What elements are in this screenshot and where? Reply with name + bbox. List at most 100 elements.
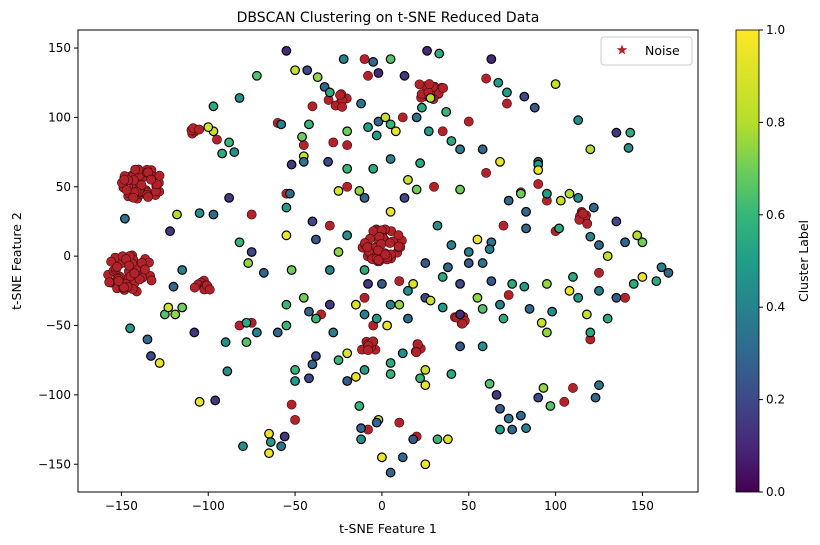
noise-point — [146, 275, 157, 286]
cluster-point — [286, 159, 297, 170]
cluster-point — [663, 267, 674, 278]
cluster-point — [632, 230, 643, 241]
cluster-point — [333, 247, 344, 257]
cluster-point — [125, 323, 136, 334]
cluster-point — [371, 313, 382, 324]
legend-box — [600, 36, 693, 66]
cluster-point — [373, 116, 384, 127]
cluster-point — [542, 327, 552, 338]
cluster-point — [359, 365, 370, 375]
cluster-point — [420, 459, 431, 470]
cluster-point — [446, 136, 457, 146]
noise-point — [324, 220, 335, 231]
noise-point — [363, 345, 374, 356]
cluster-point — [210, 395, 221, 406]
noise-point — [298, 140, 309, 151]
cluster-point — [502, 87, 512, 98]
cluster-point — [420, 365, 431, 375]
cluster-point — [611, 127, 622, 138]
cluster-point — [264, 448, 274, 459]
cluster-point — [446, 369, 457, 379]
cluster-point — [611, 292, 622, 303]
cluster-point — [312, 72, 323, 83]
cluster-point — [311, 351, 321, 361]
noise-point — [414, 79, 425, 90]
cluster-point — [495, 424, 505, 435]
cluster-point — [611, 216, 622, 227]
cluster-point — [420, 258, 431, 268]
noise-point — [481, 73, 492, 84]
cluster-point — [324, 265, 335, 275]
cluster-point — [390, 126, 401, 137]
cluster-point — [503, 195, 514, 206]
y-tick-label: −50 — [46, 319, 71, 333]
cluster-point — [311, 234, 321, 245]
noise-point — [246, 209, 257, 220]
legend: Noise — [600, 36, 693, 66]
y-axis: −150 −100 −50 0 50 100 150 — [38, 41, 78, 471]
x-tick-label: 0 — [378, 499, 386, 513]
cluster-point — [550, 79, 561, 90]
colorbar-ticks: 0.0 0.2 0.4 0.6 0.8 1.0 — [759, 23, 785, 499]
cluster-point — [403, 174, 413, 185]
cluster-point — [350, 371, 361, 382]
cluster-point — [324, 299, 335, 310]
cluster-point — [415, 373, 426, 384]
noise-point — [503, 290, 514, 300]
cluster-point — [385, 119, 396, 130]
noise-point — [286, 399, 297, 410]
cluster-point — [281, 299, 292, 310]
cluster-point — [371, 417, 382, 428]
cluster-point — [304, 306, 314, 317]
plot-frame — [77, 29, 699, 493]
noise-point — [212, 134, 222, 145]
cluster-point — [170, 309, 181, 320]
cluster-point — [585, 231, 596, 242]
cluster-point — [363, 122, 373, 133]
cluster-point — [385, 358, 396, 368]
noise-point — [373, 255, 384, 265]
cluster-point — [415, 158, 426, 169]
cluster-point — [142, 334, 153, 345]
colorbar-tick-label: 0.8 — [766, 115, 785, 129]
cluster-point — [373, 68, 384, 78]
cluster-point — [272, 327, 283, 338]
cluster-point — [208, 101, 219, 112]
cluster-point — [425, 295, 436, 306]
cluster-point — [651, 276, 662, 287]
cluster-point — [656, 262, 667, 273]
cluster-point — [477, 303, 488, 314]
x-axis: −150 −100 −50 0 50 100 150 — [105, 492, 654, 513]
cluster-point — [495, 299, 505, 310]
cluster-point — [203, 122, 214, 133]
cluster-point — [472, 292, 483, 303]
noise-point — [429, 181, 439, 192]
noise-point — [128, 192, 139, 203]
cluster-point — [302, 65, 313, 76]
cluster-point — [356, 423, 366, 434]
cluster-point — [241, 337, 252, 348]
cluster-point — [411, 184, 422, 195]
cluster-point — [264, 428, 274, 439]
noise-point — [533, 179, 544, 189]
cluster-point — [623, 143, 634, 153]
cluster-point — [547, 306, 558, 317]
noise-point — [362, 242, 373, 253]
cluster-point — [324, 87, 335, 98]
cluster-point — [281, 202, 292, 213]
cluster-point — [568, 272, 578, 282]
cluster-point — [408, 278, 419, 289]
cluster-point — [585, 144, 596, 155]
legend-noise-label: Noise — [645, 43, 680, 58]
cluster-point — [519, 281, 530, 292]
cluster-point — [524, 303, 535, 314]
cluster-point — [290, 65, 300, 76]
noise-point — [143, 192, 153, 202]
cluster-point — [602, 313, 613, 324]
noise-point — [582, 218, 593, 229]
cluster-point — [356, 98, 366, 109]
cluster-point — [533, 165, 544, 176]
cluster-point — [455, 309, 465, 320]
cluster-point — [177, 302, 188, 313]
cluster-point — [581, 309, 592, 320]
